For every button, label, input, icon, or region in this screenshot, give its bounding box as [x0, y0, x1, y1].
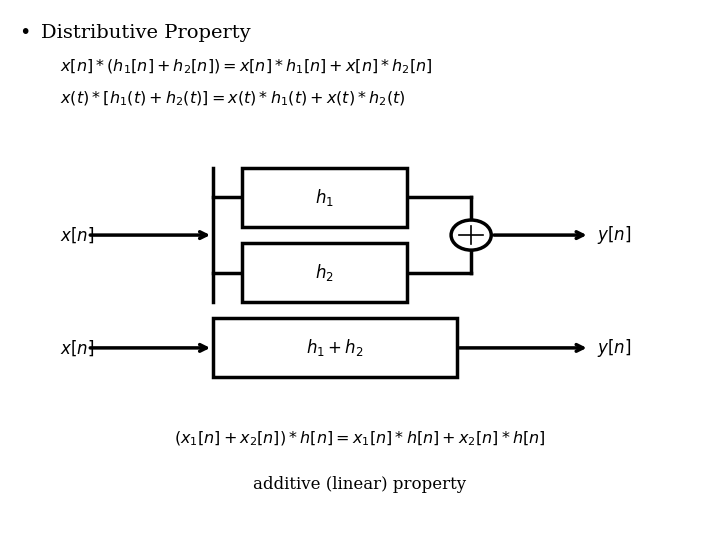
- Text: $h_1$: $h_1$: [315, 187, 333, 208]
- Text: $x(t)*[h_1(t)+h_2(t)] = x(t)*h_1(t)+x(t)*h_2(t)$: $x(t)*[h_1(t)+h_2(t)] = x(t)*h_1(t)+x(t)…: [60, 90, 406, 109]
- Text: Distributive Property: Distributive Property: [41, 24, 251, 42]
- Text: $x[n]$: $x[n]$: [60, 338, 94, 357]
- Bar: [242, 243, 407, 302]
- Circle shape: [451, 220, 491, 250]
- Bar: [213, 319, 456, 377]
- Text: •: •: [19, 23, 31, 42]
- Text: $h_2$: $h_2$: [315, 262, 333, 283]
- Text: $y[n]$: $y[n]$: [597, 337, 631, 359]
- Text: $x[n]*(h_1[n]+h_2[n]) = x[n]*h_1[n]+x[n]*h_2[n]$: $x[n]*(h_1[n]+h_2[n]) = x[n]*h_1[n]+x[n]…: [60, 58, 433, 76]
- Text: $y[n]$: $y[n]$: [597, 224, 631, 246]
- Text: $h_1+h_2$: $h_1+h_2$: [306, 338, 364, 359]
- Text: $x[n]$: $x[n]$: [60, 225, 94, 245]
- Text: $(x_1[n]+x_2[n])*h[n] = x_1[n]*h[n]+x_2[n]*h[n]$: $(x_1[n]+x_2[n])*h[n] = x_1[n]*h[n]+x_2[…: [174, 430, 546, 448]
- Text: additive (linear) property: additive (linear) property: [253, 476, 467, 494]
- Bar: [242, 168, 407, 227]
